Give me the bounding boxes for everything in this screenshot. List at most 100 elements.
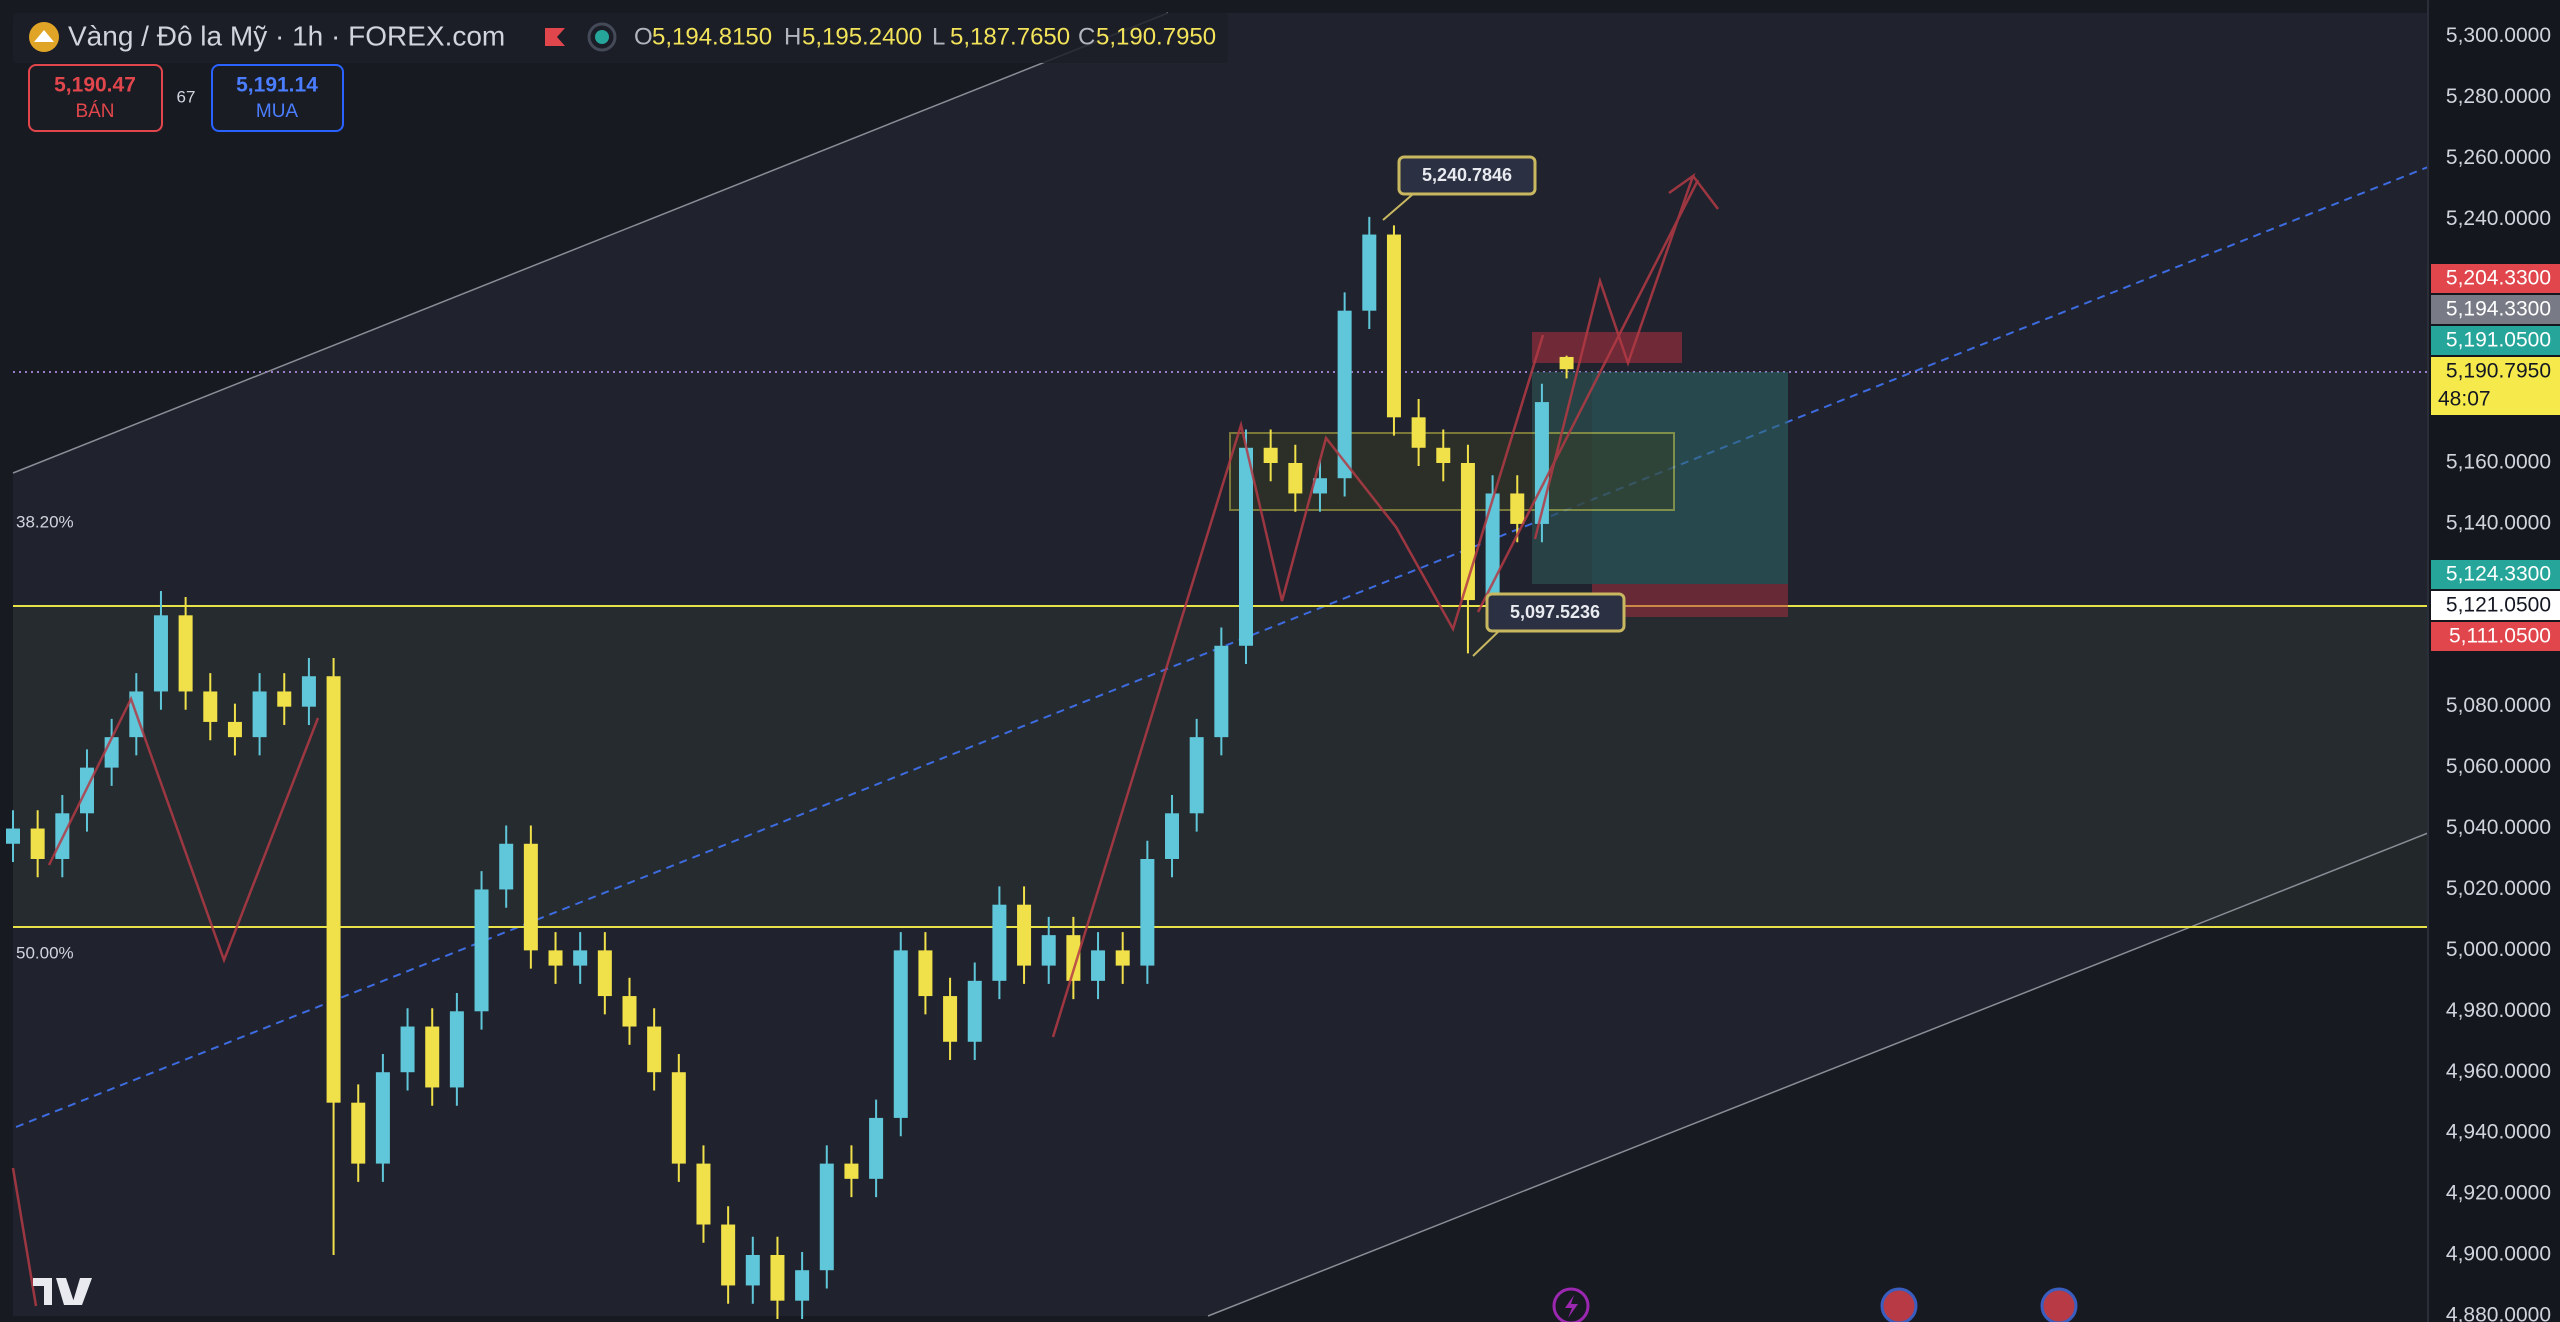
candle-body: [1288, 463, 1303, 494]
candle-body: [1239, 447, 1253, 646]
buy-price: 5,191.14: [236, 74, 318, 97]
y-tick-label: 5,300.0000: [2446, 24, 2551, 47]
ohlc-value: 5,187.7650: [950, 23, 1070, 50]
candle-body: [351, 1102, 366, 1164]
ohlc-key: O: [634, 23, 653, 50]
candles: [6, 216, 1574, 1319]
candle-body: [178, 615, 193, 692]
flag-icon: [545, 28, 565, 46]
callout-text: 5,097.5236: [1510, 602, 1600, 622]
candle-body: [696, 1163, 711, 1225]
price-tag-label: 5,194.3300: [2446, 298, 2551, 321]
event-icon-glyph: [1565, 1295, 1578, 1318]
arrow: [1533, 172, 1696, 540]
callout-text: 5,240.7846: [1422, 165, 1512, 185]
candle-body: [1041, 935, 1056, 966]
sell-price: 5,190.47: [54, 74, 136, 97]
y-tick-label: 5,260.0000: [2446, 146, 2551, 169]
candle-body: [1337, 310, 1352, 479]
candle-body: [1510, 493, 1525, 524]
price-tags: 5,204.3300 5,194.3300 5,191.0500 5,190.7950…: [2431, 264, 2560, 651]
candle-body: [844, 1163, 859, 1179]
candle-body: [30, 828, 45, 859]
candle-body: [943, 996, 958, 1042]
candle-body: [153, 615, 168, 692]
candle-body: [6, 828, 20, 844]
drawings: [11, 172, 1719, 1307]
ohlc-key: H: [784, 23, 801, 50]
symbol-icon-glyph: [34, 30, 54, 42]
fib-label: 50.00%: [16, 943, 74, 962]
price-axis: [2428, 0, 2560, 1322]
target-zone: [1592, 372, 1788, 584]
callout-box: [1485, 592, 1626, 633]
price-tag-label: 5,204.3300: [2446, 267, 2551, 290]
y-tick-label: 4,940.0000: [2446, 1121, 2551, 1144]
candle-body: [1115, 950, 1130, 966]
candle-body: [326, 676, 341, 1103]
candle-body: [203, 691, 218, 722]
candle-body: [1017, 904, 1032, 966]
candle-body: [770, 1254, 785, 1301]
y-tick-label: 4,920.0000: [2446, 1182, 2551, 1205]
candle-body: [573, 950, 588, 966]
ohlc-value: 5,195.2400: [802, 23, 922, 50]
candle-body: [1411, 417, 1426, 448]
y-tick-label: 5,000.0000: [2446, 938, 2551, 961]
ohlc-value: 5,194.8150: [652, 23, 772, 50]
candle-body: [795, 1270, 810, 1301]
buy-button[interactable]: [211, 64, 344, 132]
ohlc: O 5,194.8150 H 5,195.2400 L 5,187.7650 C 5,190.…: [634, 23, 1216, 50]
candle-body: [1189, 737, 1204, 814]
candle-body: [745, 1254, 760, 1286]
candle-body: [400, 1026, 415, 1073]
symbol-title: Vàng / Đô la Mỹ · 1h · FOREX.com: [68, 20, 505, 51]
candle-body: [1436, 447, 1451, 464]
sell-button[interactable]: [28, 64, 163, 132]
price-tag: [2431, 264, 2560, 293]
arrow: [1476, 179, 1700, 613]
candle-body: [301, 676, 316, 707]
zigzag: [47, 695, 320, 964]
sell-label: BÁN: [75, 101, 114, 122]
range-box: [1229, 432, 1675, 511]
event-icon[interactable]: [1552, 1287, 1590, 1322]
candle-body: [1214, 645, 1229, 738]
price-tag: [2431, 622, 2560, 651]
candle-body: [449, 1011, 464, 1088]
candle-body: [647, 1026, 662, 1073]
price-tag-label: 5,121.0500: [2446, 594, 2551, 617]
candle-body: [967, 980, 982, 1042]
news-icon[interactable]: [2040, 1287, 2078, 1322]
ohlc-key: C: [1078, 23, 1095, 50]
candle-body: [523, 843, 538, 951]
y-tick-label: 5,240.0000: [2446, 207, 2551, 230]
y-tick-label: 5,160.0000: [2446, 451, 2551, 474]
candle-body: [992, 904, 1007, 981]
logo[interactable]: [33, 1278, 92, 1305]
candle-body: [227, 721, 242, 738]
price-tag: [2431, 295, 2560, 324]
news-icon[interactable]: [1880, 1287, 1918, 1322]
candle-body: [869, 1117, 884, 1179]
y-tick-label: 4,880.0000: [2446, 1303, 2551, 1322]
candle-body: [499, 843, 514, 890]
fib-label: 38.20%: [16, 512, 74, 531]
price-tag: [2431, 357, 2560, 415]
ohlc-key: L: [932, 23, 945, 50]
candle-body: [622, 996, 637, 1027]
candle-body: [1165, 813, 1180, 859]
candle-body: [1140, 858, 1155, 966]
price-tag: [2431, 591, 2560, 620]
candle-body: [1559, 356, 1574, 370]
candle-body: [104, 737, 119, 768]
trend-line: [15, 166, 2429, 1128]
candle-body: [375, 1072, 390, 1164]
candle-body: [1066, 935, 1081, 981]
callout-pointer: [1472, 629, 1501, 657]
candle-body: [425, 1026, 440, 1088]
candle-body: [721, 1224, 736, 1286]
candle-body: [597, 950, 612, 997]
